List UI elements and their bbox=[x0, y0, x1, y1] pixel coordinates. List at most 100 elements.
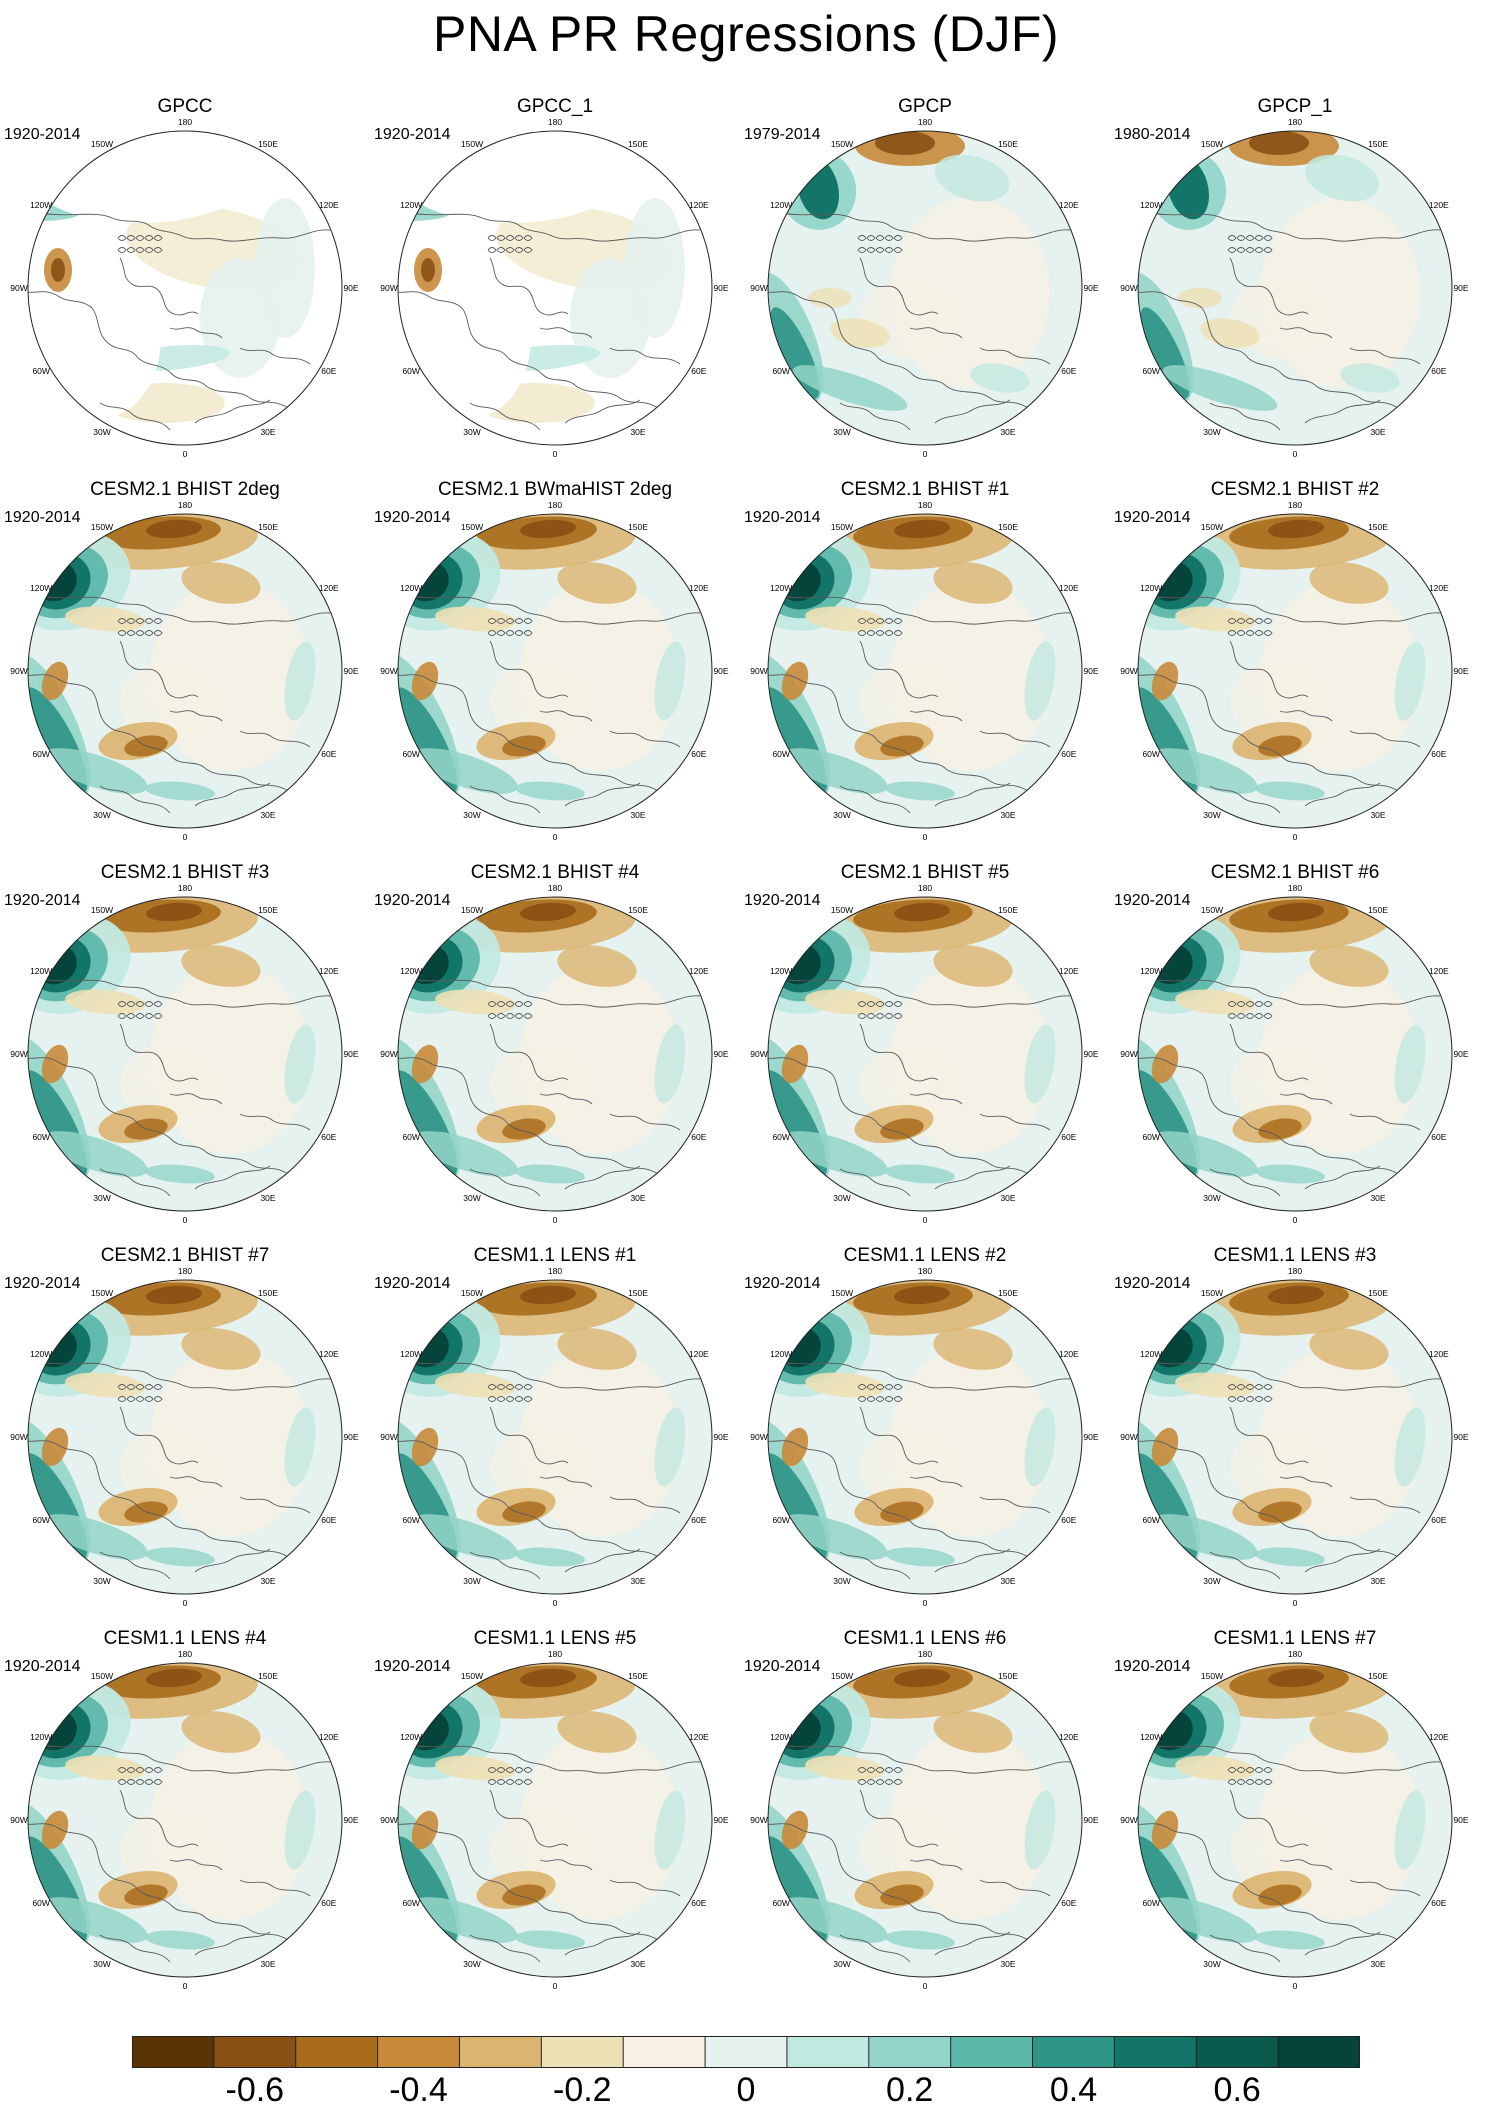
coastline bbox=[1267, 672, 1309, 699]
neutral-region bbox=[490, 1810, 590, 1890]
longitude-label: 30W bbox=[93, 1959, 110, 1969]
longitude-label: 90W bbox=[1120, 283, 1137, 293]
panel-title: CESM2.1 BHIST #6 bbox=[1210, 862, 1380, 883]
map-panel: CESM2.1 BHIST #3 1920-2014 180 150E 120E 90E 6… bbox=[0, 862, 370, 1246]
polar-map: 180 150E 120E 90E 60E 30E 0 30W 60W 90W 120W 150W bbox=[1120, 500, 1469, 842]
island-outline bbox=[135, 1013, 145, 1019]
longitude-label: 120W bbox=[1140, 583, 1162, 593]
map-panel: CESM2.1 BWmaHIST 2deg 1920-2014 180 150E 120… bbox=[370, 479, 740, 863]
colorbar-swatch bbox=[541, 2036, 624, 2068]
coastline bbox=[205, 1534, 289, 1558]
neutral-region bbox=[1230, 1810, 1330, 1890]
wet-anomaly bbox=[1024, 1407, 1056, 1487]
panel-period: 1920-2014 bbox=[744, 509, 821, 526]
longitude-label: 0 bbox=[1293, 449, 1298, 459]
longitude-label: 180 bbox=[178, 883, 192, 893]
colorbar-swatch bbox=[1196, 2036, 1279, 2068]
coastline bbox=[469, 402, 541, 431]
island-outline bbox=[514, 1384, 524, 1390]
dry-anomaly bbox=[1175, 1755, 1255, 1781]
island-outline bbox=[857, 1013, 867, 1019]
longitude-label: 150E bbox=[1368, 905, 1388, 915]
dry-anomaly bbox=[1309, 1328, 1389, 1370]
coastline bbox=[564, 782, 641, 807]
dry-anomaly bbox=[557, 562, 637, 604]
longitude-label: 150E bbox=[258, 522, 278, 532]
coastline bbox=[91, 1839, 139, 1891]
dry-anomaly bbox=[435, 606, 515, 632]
dry-anomaly bbox=[520, 902, 576, 922]
island-outline bbox=[884, 618, 894, 624]
coastline bbox=[169, 1859, 223, 1871]
longitude-label: 120W bbox=[400, 583, 422, 593]
dry-anomaly bbox=[1309, 945, 1389, 987]
dry-anomaly bbox=[805, 989, 885, 1015]
dry-anomaly bbox=[1249, 131, 1309, 155]
coastline bbox=[877, 1506, 947, 1536]
coastline bbox=[527, 672, 569, 699]
longitude-label: 30W bbox=[833, 1959, 850, 1969]
coastline bbox=[897, 1438, 939, 1465]
island-outline bbox=[1263, 1013, 1273, 1019]
coastline bbox=[1267, 1055, 1309, 1082]
coastlines bbox=[1138, 978, 1441, 1197]
polar-map: 180 150E 120E 90E 60E 30E 0 30W 60W 90W 120W 150W bbox=[10, 1649, 359, 1991]
coastline bbox=[398, 1053, 463, 1075]
coastline bbox=[839, 785, 911, 814]
longitude-label: 60W bbox=[772, 1132, 789, 1142]
wet-anomaly bbox=[782, 1514, 888, 1560]
island-outline bbox=[857, 630, 867, 636]
longitude-label: 120W bbox=[30, 1349, 52, 1359]
coastline bbox=[889, 1757, 963, 1773]
panel-period: 1920-2014 bbox=[4, 509, 81, 526]
panel-title: CESM1.1 LENS #5 bbox=[473, 1628, 637, 1649]
longitude-label: 90W bbox=[10, 1815, 27, 1825]
coastline bbox=[149, 1374, 223, 1390]
coastline bbox=[768, 1819, 833, 1841]
island-outline bbox=[884, 247, 894, 253]
coastline bbox=[1229, 1023, 1269, 1057]
longitude-label: 90E bbox=[1453, 666, 1468, 676]
coastline bbox=[909, 1093, 963, 1105]
island-outline bbox=[884, 1779, 894, 1785]
coastline bbox=[564, 399, 641, 424]
longitude-label: 60E bbox=[1061, 1515, 1076, 1525]
longitude-label: 30E bbox=[1370, 427, 1385, 437]
colorbar-swatch bbox=[950, 2036, 1034, 2068]
island-outline bbox=[487, 1779, 497, 1785]
coastline bbox=[909, 327, 963, 339]
island-outline bbox=[875, 247, 885, 253]
coastline bbox=[169, 710, 223, 722]
colorbar-swatch bbox=[623, 2036, 706, 2068]
coastline bbox=[519, 225, 593, 241]
coastline bbox=[1201, 1839, 1249, 1891]
longitude-label: 90W bbox=[380, 666, 397, 676]
longitude-label: 120E bbox=[1429, 966, 1449, 976]
coastline bbox=[889, 1374, 963, 1390]
island-outline bbox=[1227, 247, 1237, 253]
dry-anomaly bbox=[1268, 902, 1324, 922]
longitude-label: 30E bbox=[1000, 810, 1015, 820]
island-outline bbox=[866, 630, 876, 636]
panel-period: 1920-2014 bbox=[374, 126, 451, 143]
island-outline bbox=[496, 1779, 506, 1785]
coastline bbox=[527, 289, 569, 316]
longitude-label: 150E bbox=[1368, 139, 1388, 149]
panel-title: GPCC bbox=[157, 96, 213, 117]
island-outline bbox=[1245, 618, 1255, 624]
map-border bbox=[397, 513, 713, 829]
polar-map: 180 150E 120E 90E 60E 30E 0 30W 60W 90W 120W 150W bbox=[750, 1649, 1099, 1991]
panel-title: CESM1.1 LENS #4 bbox=[103, 1628, 267, 1649]
coastline bbox=[1149, 978, 1261, 993]
neutral-region bbox=[860, 661, 960, 741]
coastline bbox=[839, 402, 911, 431]
longitude-label: 30W bbox=[1203, 1193, 1220, 1203]
island-outline bbox=[523, 1767, 533, 1773]
wet-anomaly bbox=[1394, 1790, 1426, 1870]
coastline bbox=[137, 1506, 207, 1536]
colorbar-label: 0.2 bbox=[886, 2071, 934, 2109]
island-outline bbox=[893, 1767, 903, 1773]
island-outline bbox=[496, 1396, 506, 1402]
longitude-label: 90E bbox=[1453, 1815, 1468, 1825]
coastline bbox=[469, 1551, 541, 1580]
